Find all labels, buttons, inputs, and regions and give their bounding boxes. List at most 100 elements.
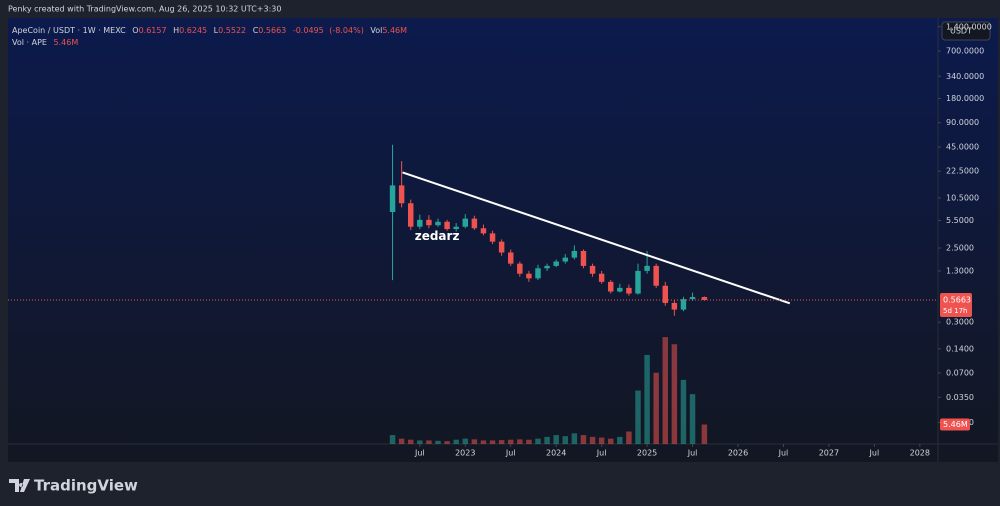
price-tag-label: 0.5663	[943, 295, 971, 304]
y-tick-label: 180.0000	[946, 94, 984, 103]
candle-body	[480, 228, 487, 234]
brand: TradingView	[34, 477, 138, 495]
axes: 1,400.0000 700.0000 340.0000 180.0000 90.000…	[414, 22, 992, 457]
vol-label: Vol	[370, 26, 382, 35]
candle-body	[562, 257, 568, 262]
volume-bar	[417, 440, 423, 444]
candle-body	[535, 268, 541, 279]
candle-body	[598, 273, 605, 282]
candle-body	[689, 297, 696, 300]
y-tick-label: 0.1400	[946, 344, 974, 353]
y-tick-label: 1,400.0000	[946, 22, 992, 31]
volume-bar	[589, 436, 596, 444]
volume-tag-label: 5.46M	[943, 420, 968, 429]
x-tick-label: Jul	[687, 449, 698, 458]
candle-body	[517, 263, 523, 274]
volume-bar	[635, 390, 641, 444]
x-tick-label: Jul	[414, 449, 425, 458]
close-label: C	[253, 26, 259, 35]
y-tick-label: 700.0000	[946, 47, 984, 56]
candle-body	[701, 297, 708, 300]
volume-bar	[517, 439, 523, 444]
candle-body	[626, 287, 632, 294]
candle-body	[435, 221, 441, 226]
volume-legend: Vol · APE	[12, 38, 47, 47]
volume-bar	[435, 440, 441, 444]
currency-button-label[interactable]: USDT	[950, 27, 972, 36]
change: -0.0495	[293, 26, 324, 35]
volume-bar	[562, 436, 568, 444]
candle-body	[462, 218, 468, 227]
high: 0.6245	[179, 26, 207, 35]
volume-tag	[940, 418, 970, 431]
y-tick-label: 5.5000	[946, 216, 974, 225]
legend: ApeCoin / USDT · 1W · MEXC O0.6157 H0.62…	[12, 26, 407, 47]
candle-body	[680, 299, 687, 310]
volume-legend-value: 5.46M	[54, 38, 79, 47]
credit: Penky created with TradingView.com, Aug …	[8, 5, 281, 14]
candle-body	[508, 252, 514, 264]
candle-body	[498, 241, 505, 253]
candle-body	[489, 233, 496, 242]
plot: zedarz	[8, 144, 938, 444]
volume-bar	[671, 344, 678, 444]
y-tick-label: 10.5000	[946, 193, 979, 202]
volume-bar	[653, 372, 659, 444]
volume-bar	[408, 439, 414, 444]
volume-bar	[680, 379, 687, 444]
y-tick-label: 340.0000	[946, 72, 984, 81]
candle-body	[635, 270, 641, 294]
volume-bar	[444, 441, 450, 444]
volume-bar	[489, 440, 496, 444]
y-tick-label: 0.3000	[946, 318, 974, 327]
x-tick-label: Jul	[505, 449, 516, 458]
candle-body	[398, 185, 405, 204]
candle-body	[608, 281, 614, 292]
volume-bar	[580, 435, 587, 444]
volume-bar	[462, 438, 468, 444]
volume-bar	[571, 433, 578, 444]
candle-body	[544, 265, 550, 269]
candle-body	[389, 185, 396, 213]
x-tick-label: Jul	[869, 449, 880, 458]
open-label: O	[132, 26, 138, 35]
x-tick-label: 2023	[455, 449, 475, 458]
candle-body	[453, 226, 459, 230]
vol: 5.46M	[382, 26, 407, 35]
low-label: L	[214, 26, 219, 35]
change-pct: (-8.04%)	[329, 26, 364, 35]
y-tick-label: 2.5000	[946, 244, 974, 253]
volume-bar	[626, 431, 632, 444]
x-tick-label: 2027	[819, 449, 839, 458]
symbol: ApeCoin / USDT · 1W · MEXC	[12, 26, 126, 35]
volume-bar	[453, 439, 459, 444]
candle-body	[589, 265, 596, 274]
candle-body	[417, 219, 423, 227]
volume-bar	[701, 424, 708, 444]
volume-bar	[553, 435, 559, 444]
volume-bar	[508, 439, 514, 444]
volume-bar	[398, 438, 405, 444]
volume-bar	[544, 436, 550, 444]
candle-body	[580, 250, 587, 266]
candle-body	[526, 273, 532, 279]
candle-body	[553, 261, 559, 266]
volume-bar	[608, 438, 614, 444]
x-tick-label: 2028	[910, 449, 930, 458]
candle-body	[662, 285, 668, 303]
candle-body	[408, 203, 414, 227]
x-tick-label: 2025	[637, 449, 657, 458]
currency-button[interactable]	[941, 21, 991, 41]
annotation: zedarz	[415, 229, 460, 243]
legend-line: ApeCoin / USDT · 1W · MEXC O0.6157 H0.62…	[12, 26, 407, 35]
volume-bar	[480, 440, 487, 444]
candle-body	[426, 219, 432, 226]
volume-bar	[526, 439, 532, 444]
candle-body	[653, 265, 659, 286]
brand-logo	[9, 479, 30, 492]
candle-body	[671, 302, 678, 310]
volume-bar	[644, 354, 650, 444]
close: 0.5663	[258, 26, 286, 35]
candle-body	[444, 221, 450, 230]
